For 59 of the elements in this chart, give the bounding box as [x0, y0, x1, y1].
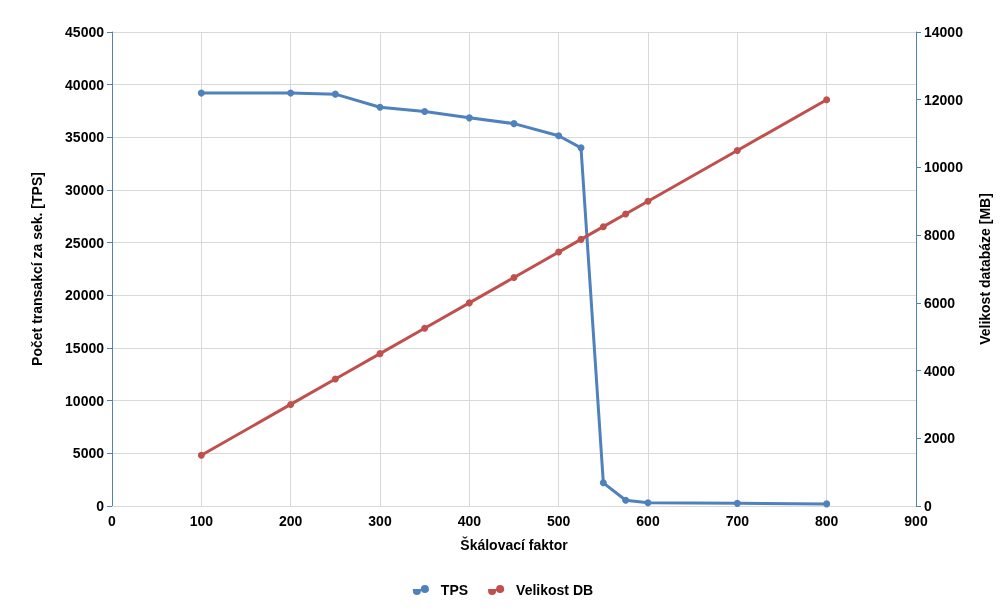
y-tick-label: 30000 [65, 182, 105, 198]
point [577, 235, 585, 243]
point [555, 132, 563, 140]
y-tick-label: 15000 [65, 340, 105, 356]
y-tick-label: 0 [96, 498, 105, 514]
y2-axis-title: Velikost databáze [MB] [977, 193, 993, 345]
point [555, 248, 563, 256]
point [421, 108, 429, 116]
point [599, 479, 607, 487]
y2-tick-label: 2000 [924, 430, 956, 447]
x-tick-label: 500 [546, 513, 571, 529]
x-tick-label: 100 [189, 513, 214, 529]
legend-label: Velikost DB [516, 582, 594, 598]
point [465, 299, 473, 307]
point [197, 451, 205, 459]
y-tick-label: 40000 [65, 76, 105, 93]
y-tick-label: 35000 [65, 129, 105, 146]
y-tick-label: 20000 [65, 287, 105, 304]
point [599, 223, 607, 231]
x-tick-label: 200 [278, 513, 303, 529]
y-tick-label: 5000 [72, 445, 105, 462]
point [465, 114, 473, 122]
y2-tick-label: 14000 [924, 24, 964, 40]
point [287, 400, 295, 408]
x-tick-label: 700 [725, 513, 750, 529]
x-tick-label: 800 [814, 513, 839, 529]
y2-tick-label: 12000 [924, 91, 964, 108]
x-tick-label: 300 [368, 513, 392, 529]
point [622, 210, 630, 218]
point [421, 324, 429, 332]
point [644, 197, 652, 205]
point [823, 96, 831, 104]
point [197, 89, 205, 97]
y-axis-title: Počet transakcí za sek. [TPS] [29, 172, 45, 366]
point [376, 350, 384, 358]
point [287, 89, 295, 97]
point [376, 103, 384, 111]
y2-tick-label: 6000 [924, 294, 956, 311]
x-tick-label: 400 [457, 513, 482, 529]
point [510, 120, 518, 128]
point [331, 375, 339, 383]
y-tick-label: 10000 [65, 392, 105, 409]
point [622, 496, 630, 504]
y2-tick-label: 4000 [924, 362, 956, 379]
point [510, 273, 518, 281]
point [733, 499, 741, 507]
y2-tick-label: 8000 [924, 227, 956, 244]
y2-tick-label: 10000 [924, 159, 964, 176]
y2-tick-label: 0 [924, 498, 932, 514]
x-tick-label: 0 [108, 513, 117, 529]
point [733, 147, 741, 154]
x-tick-label: 900 [904, 513, 928, 529]
point [823, 500, 831, 508]
x-tick-label: 600 [636, 513, 660, 529]
y-tick-label: 45000 [65, 24, 105, 40]
legend-label: TPS [440, 582, 469, 598]
y-tick-label: 25000 [65, 234, 105, 251]
point [331, 90, 339, 98]
x-axis-title: Škálovací faktor [460, 536, 569, 553]
